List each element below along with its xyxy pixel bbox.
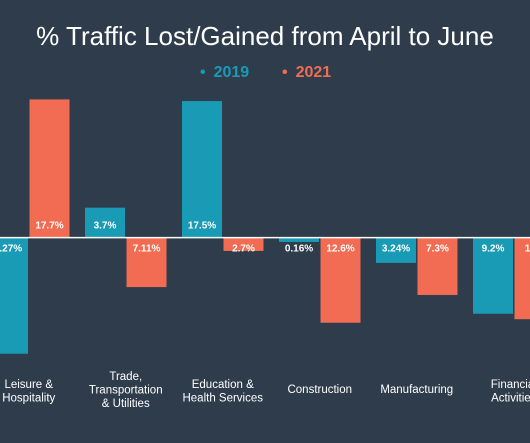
data-label-2021-0: 17.7% xyxy=(35,221,63,232)
category-label-3: Construction xyxy=(287,384,352,396)
category-label-5-line-1: Activities xyxy=(491,393,530,405)
bar-2021-2 xyxy=(223,237,264,251)
bar-2021-5 xyxy=(514,237,530,320)
data-label-2021-2: 2.7% xyxy=(232,244,255,255)
legend-label-2021: 2021 xyxy=(296,64,332,81)
category-label-1-line-2: & Utilities xyxy=(102,398,150,410)
data-label-2019-2: 17.5% xyxy=(188,221,216,232)
category-label-1: Trade, Transportation & Utilities xyxy=(89,371,163,410)
data-label-2019-5: 9.2% xyxy=(482,244,505,255)
data-label-2019-0: 4.27% xyxy=(0,244,22,255)
category-label-3-line-0: Construction xyxy=(287,384,352,396)
legend-marker-2019: • xyxy=(200,64,206,81)
bar-2021-0 xyxy=(29,99,70,238)
category-label-5-line-0: Financial xyxy=(491,379,530,391)
data-label-2021-3: 12.6% xyxy=(326,244,354,255)
legend-marker-2021: • xyxy=(282,64,288,81)
data-label-2019-4: 3.24% xyxy=(382,244,410,255)
bar-2019-1 xyxy=(85,207,125,238)
bar-2019-2 xyxy=(182,101,222,238)
category-label-2: Education & Health Services xyxy=(182,379,263,405)
category-label-1-line-1: Transportation xyxy=(89,385,163,397)
bar-2019-0 xyxy=(0,237,28,354)
data-label-2021-1: 7.11% xyxy=(133,244,161,255)
legend-entry-2019: • 2019 xyxy=(200,64,249,81)
bar-2019-4 xyxy=(376,237,416,263)
category-label-1-line-0: Trade, xyxy=(109,371,142,383)
category-label-0-line-1: Hospitality xyxy=(2,393,55,405)
bar-2021-3 xyxy=(320,237,361,323)
data-label-2021-4: 7.3% xyxy=(426,244,449,255)
legend-label-2019: 2019 xyxy=(214,64,250,81)
category-label-0-line-0: Leisure & xyxy=(4,379,53,391)
data-label-2021-5: 11% xyxy=(525,244,530,255)
category-label-5: Financial Activities xyxy=(491,379,530,405)
legend-entry-2021: • 2021 xyxy=(282,64,331,81)
category-label-4: Manufacturing xyxy=(380,384,453,396)
bar-2019-5 xyxy=(473,237,513,314)
bar-2021-4 xyxy=(417,237,458,295)
bar-2019-3 xyxy=(279,237,319,242)
category-label-2-line-1: Health Services xyxy=(182,393,263,405)
bar-2021-1 xyxy=(126,237,167,288)
data-label-2019-1: 3.7% xyxy=(94,221,117,232)
legend: • 2019 • 2021 xyxy=(200,64,331,81)
bars: 4.27% 17.7% 3.7% 7.11% 17.5% 2.7% 0.16% 12.6% 3.… xyxy=(0,99,530,354)
category-label-2-line-0: Education & xyxy=(192,379,254,391)
chart-title: % Traffic Lost/Gained from April to June xyxy=(36,21,494,51)
category-label-0: Leisure & Hospitality xyxy=(2,379,55,405)
category-label-4-line-0: Manufacturing xyxy=(380,384,453,396)
data-label-2019-3: 0.16% xyxy=(285,244,313,255)
category-labels: Leisure & Hospitality Trade, Transportation… xyxy=(2,371,530,410)
